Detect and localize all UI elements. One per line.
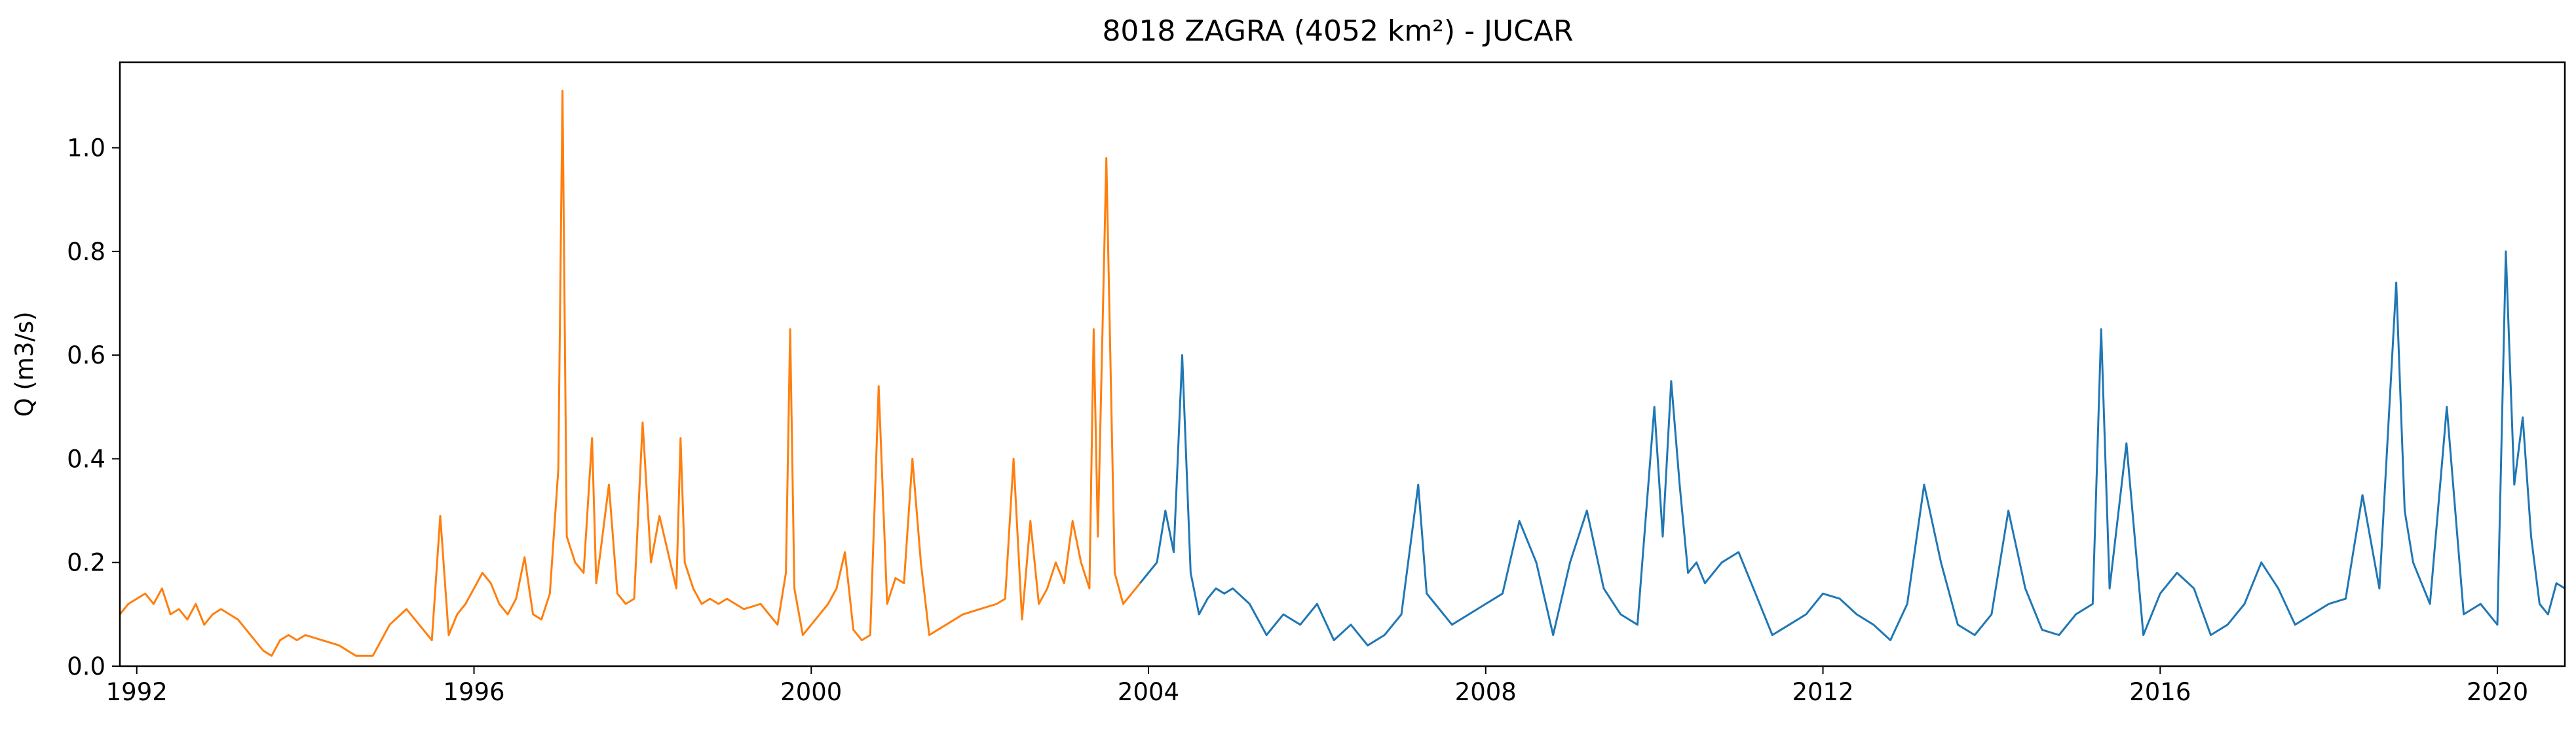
y-tick-label: 0.2 — [67, 549, 105, 577]
series-line-2 — [1139, 250, 2566, 647]
y-tick-label: 0.0 — [67, 652, 105, 681]
x-tick-label: 2012 — [1792, 678, 1853, 706]
y-axis-label: Q (m3/s) — [10, 311, 39, 417]
chart-title: 8018 ZAGRA (4052 km²) - JUCAR — [1102, 14, 1573, 48]
series-layer — [119, 90, 2566, 657]
x-tick-label: 2020 — [2467, 678, 2528, 706]
y-tick-label: 0.6 — [67, 341, 105, 369]
x-axis-ticks: 1992 1996 2000 2004 2008 2012 2016 2020 — [106, 666, 2528, 706]
y-tick-label: 1.0 — [67, 134, 105, 162]
x-tick-label: 2004 — [1118, 678, 1179, 706]
x-tick-label: 2008 — [1455, 678, 1517, 706]
y-axis-ticks: 0.0 0.2 0.4 0.6 0.8 1.0 — [67, 134, 120, 681]
y-tick-label: 0.8 — [67, 238, 105, 266]
x-tick-label: 1992 — [106, 678, 168, 706]
x-tick-label: 2000 — [780, 678, 842, 706]
x-tick-label: 2016 — [2129, 678, 2191, 706]
plot-frame — [119, 61, 2566, 667]
y-tick-label: 0.4 — [67, 445, 105, 473]
series-line-1 — [119, 90, 1141, 657]
x-tick-label: 1996 — [443, 678, 504, 706]
